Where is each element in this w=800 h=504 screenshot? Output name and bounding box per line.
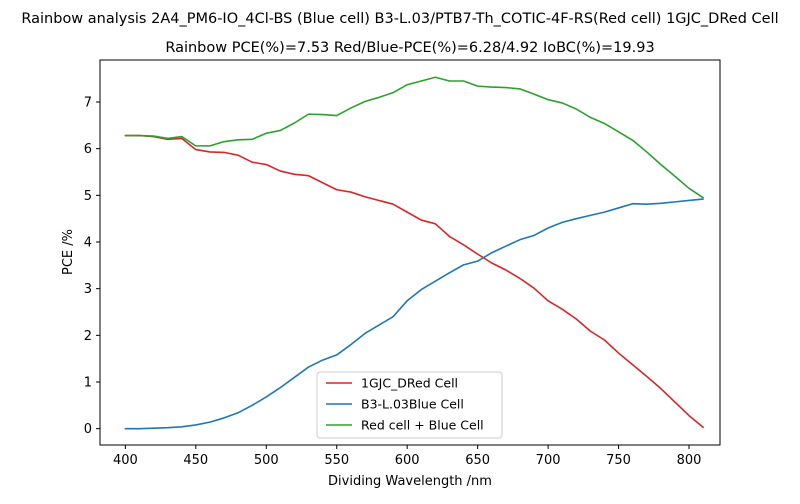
x-tick-label: 800 <box>677 453 702 468</box>
x-tick-label: 550 <box>324 453 349 468</box>
y-axis-label: PCE /% <box>61 229 76 275</box>
y-tick-label: 0 <box>84 422 92 437</box>
series-line-0 <box>124 134 704 429</box>
y-tick-label: 5 <box>84 189 92 204</box>
x-tick-label: 400 <box>113 453 138 468</box>
x-tick-label: 450 <box>183 453 208 468</box>
y-tick-label: 6 <box>84 142 92 157</box>
legend-label-1: B3-L.03Blue Cell <box>361 397 464 412</box>
series-line-2 <box>124 76 704 199</box>
x-tick-label: 700 <box>536 453 561 468</box>
y-tick-label: 7 <box>84 96 92 111</box>
chart-title: Rainbow analysis 2A4_PM6-IO_4Cl-BS (Blue… <box>21 11 778 27</box>
x-tick-label: 750 <box>606 453 631 468</box>
series-line-1 <box>124 198 704 430</box>
y-tick-label: 3 <box>84 282 92 297</box>
x-tick-label: 650 <box>465 453 490 468</box>
legend-label-2: Red cell + Blue Cell <box>361 418 484 433</box>
y-tick-label: 1 <box>84 376 92 391</box>
chart-subtitle: Rainbow PCE(%)=7.53 Red/Blue-PCE(%)=6.28… <box>165 40 654 56</box>
y-tick-label: 4 <box>84 236 92 251</box>
y-axis-ticks: 0 1 2 3 4 5 6 7 <box>84 96 100 437</box>
x-tick-label: 600 <box>395 453 420 468</box>
series-lines <box>124 76 704 430</box>
x-tick-label: 500 <box>254 453 279 468</box>
chart-legend: 1GJC_DRed Cell B3-L.03Blue Cell Red cell +… <box>316 371 503 439</box>
y-tick-label: 2 <box>84 329 92 344</box>
legend-label-0: 1GJC_DRed Cell <box>361 376 458 391</box>
x-axis-label: Dividing Wavelength /nm <box>328 474 492 489</box>
legend-box <box>316 371 503 439</box>
x-axis-ticks: 400 450 500 550 600 650 700 750 800 <box>113 445 701 468</box>
